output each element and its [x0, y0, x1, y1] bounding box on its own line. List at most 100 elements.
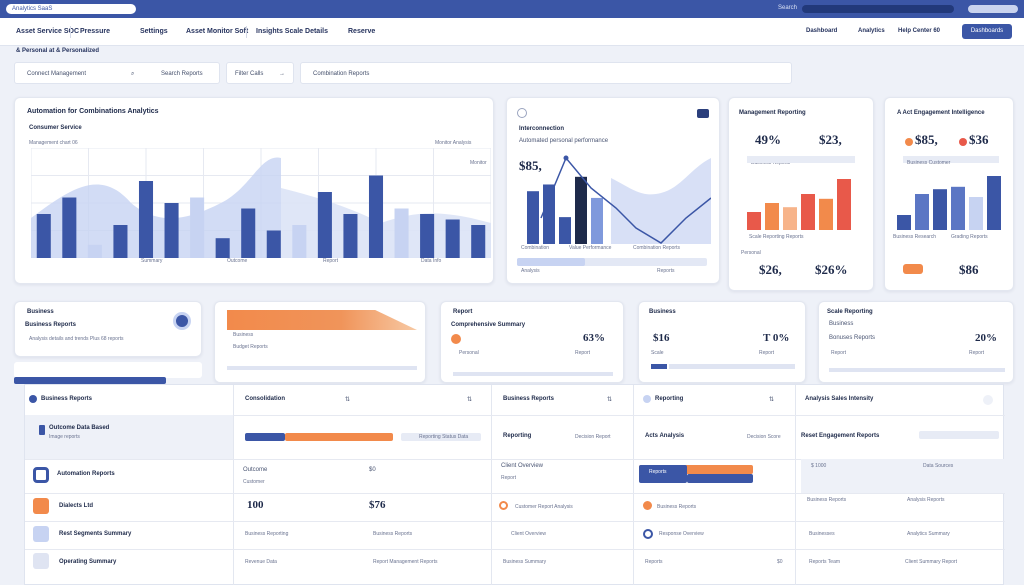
table-cell: Reports Team	[809, 559, 841, 565]
table-cell: Business Summary	[503, 559, 547, 565]
kpi-foot-label: Personal	[741, 250, 761, 256]
kpi-card-management: Management Reporting 49% $23, Business R…	[728, 97, 874, 291]
main-chart-plot	[31, 148, 491, 258]
search-icon[interactable]: ⌕	[131, 71, 135, 77]
header-icon	[643, 395, 651, 403]
section-tab-indicator	[14, 377, 166, 384]
chart-bar	[241, 208, 256, 258]
kpi-card-engagement: A Act Engagement Intelligence $85, $36 B…	[884, 97, 1014, 291]
line-card-area	[611, 158, 711, 244]
card-foot: Report	[575, 350, 591, 356]
nav-item-asset-monitor[interactable]: Asset Monitor Soft	[186, 28, 249, 35]
headset-icon[interactable]	[173, 312, 191, 330]
nav-item-settings[interactable]: Settings	[140, 28, 168, 35]
top-bar: Analytics SaaS Search	[0, 0, 1024, 18]
table-bar-fill	[639, 465, 753, 474]
filter-bar-connect[interactable]: Connect Management ⌕ Search Reports	[14, 62, 220, 84]
nav-divider	[70, 26, 71, 38]
kpi-footer: Business Research	[893, 234, 937, 240]
table-cell: Report Management Reports	[373, 559, 438, 565]
table-cell: Report	[501, 475, 517, 481]
table-cell: Dialects Ltd	[59, 503, 94, 509]
kpi-label: Business Customer	[907, 160, 951, 166]
table-cell: $76	[369, 499, 386, 511]
lock-icon	[39, 425, 45, 435]
table-cell: Decision Report	[575, 434, 611, 440]
card-foot: Scale	[651, 350, 664, 356]
sort-icon[interactable]: ⇅	[345, 397, 351, 403]
top-search-field[interactable]	[802, 5, 954, 13]
card-progress	[669, 364, 795, 369]
kpi-label-bar	[747, 156, 855, 163]
sort-icon[interactable]: ⇅	[769, 397, 775, 403]
x-label: Data Info	[421, 258, 442, 264]
top-search-input[interactable]: Analytics SaaS	[6, 4, 136, 14]
chart-title: Automation for Combinations Analytics	[27, 108, 159, 115]
kpi-bar	[837, 179, 851, 230]
nav-item-dashboard[interactable]: Dashboard	[806, 28, 838, 34]
kpi-bar	[933, 189, 947, 230]
kpi-value: $26,	[759, 262, 782, 277]
table-row-highlight	[25, 415, 233, 459]
card-progress	[453, 372, 613, 376]
filter-label: Combination Reports	[313, 71, 370, 77]
top-user-pill[interactable]	[968, 5, 1018, 13]
chart-right-label: Monitor Analysis	[435, 140, 472, 146]
table-cell: Response Overview	[659, 531, 704, 537]
chart-bar	[445, 219, 460, 258]
col-header: Analysis Sales Intensity	[805, 396, 874, 402]
filter-bar-calls[interactable]: Filter Calls →	[226, 62, 294, 84]
card-line: Analysis details and trends Plus 68 repo…	[29, 336, 124, 342]
nav-item-insights[interactable]: Insights Scale Details	[256, 28, 328, 35]
fire-icon	[903, 264, 923, 274]
chart-bar	[113, 225, 128, 258]
status-ring-icon	[499, 501, 508, 510]
chart-bar	[343, 214, 358, 258]
nav-bar: Asset Service SOC Pressure Settings Asse…	[0, 18, 1024, 46]
chart-legend: Management chart 06	[29, 140, 78, 146]
app-icon	[33, 498, 49, 514]
chart-bar	[36, 214, 51, 258]
nav-item-asset-service[interactable]: Asset Service SOC	[16, 28, 80, 35]
kpi-bar-chart	[897, 176, 1001, 230]
kpi-bar	[915, 194, 929, 230]
main-chart-card: Automation for Combinations Analytics Co…	[14, 97, 494, 284]
line-card-footer: Value Performance	[569, 245, 612, 251]
filter-bar-combination[interactable]: Combination Reports	[300, 62, 792, 84]
kpi-value: $36	[969, 132, 989, 147]
col-header: Business Reports	[41, 396, 93, 402]
card-foot: Report	[969, 350, 985, 356]
table-cell: Data Sources	[923, 463, 954, 469]
col-header: Reporting	[655, 396, 684, 402]
table-cell: Outcome Data Based	[49, 425, 110, 431]
table-cell: Client Overview	[501, 463, 544, 469]
nav-divider	[246, 26, 247, 38]
card-progress	[227, 366, 417, 370]
table-input[interactable]	[919, 431, 999, 439]
chart-bar	[164, 203, 179, 258]
col-header: Business Reports	[503, 396, 555, 402]
dashboards-button[interactable]: Dashboards	[962, 24, 1012, 39]
line-card-footer: Combination Reports	[633, 245, 680, 251]
kpi-bar	[801, 194, 815, 230]
options-icon[interactable]	[983, 395, 993, 405]
menu-icon[interactable]	[697, 109, 709, 118]
refresh-icon[interactable]	[517, 108, 527, 118]
table-cell: Client Overview	[511, 531, 547, 537]
nav-item-reserve[interactable]: Reserve	[348, 28, 376, 35]
card-subtitle: Comprehensive Summary	[451, 322, 526, 328]
table-cell: Analytics Summary	[907, 531, 950, 537]
nav-item-pressure[interactable]: Pressure	[80, 28, 110, 35]
sort-icon[interactable]: ⇅	[467, 397, 473, 403]
table-cell: Customer	[243, 479, 265, 485]
nav-item-analytics[interactable]: Analytics	[858, 28, 885, 34]
kpi-footer: Grading Reports	[951, 234, 988, 240]
table-cell: Decision Score	[747, 434, 781, 440]
chart-corner-label: Monitor	[470, 160, 487, 166]
table-row-highlight	[801, 459, 1005, 493]
table-cell: Analysis Reports	[907, 497, 945, 503]
chart-bar	[317, 192, 332, 258]
nav-item-help[interactable]: Help Center 60	[898, 28, 941, 34]
sort-icon[interactable]: ⇅	[607, 397, 613, 403]
card-value: 20%	[975, 332, 997, 344]
